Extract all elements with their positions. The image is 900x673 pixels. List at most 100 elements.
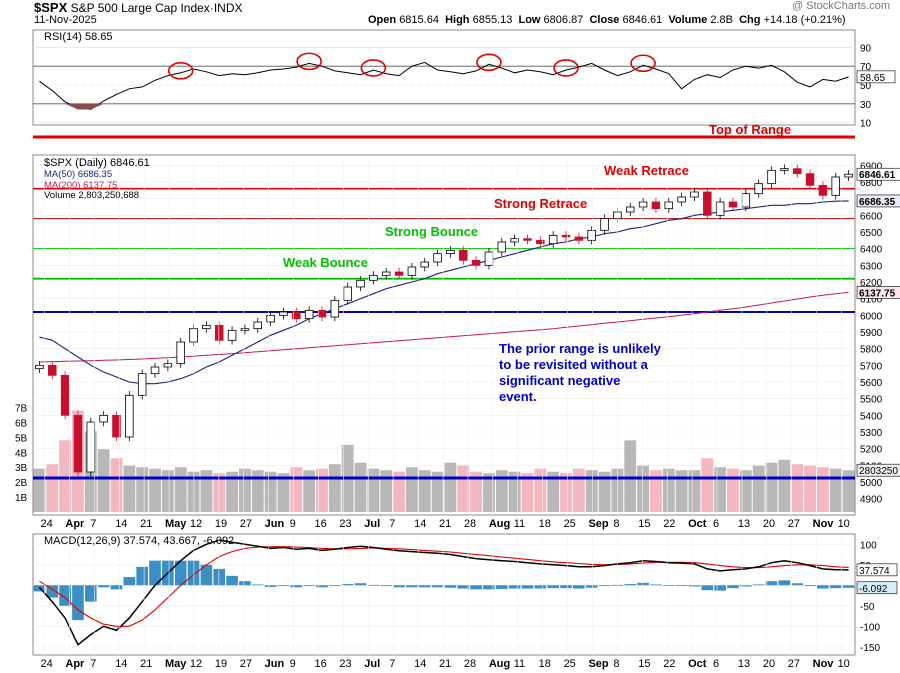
price-tick-label: 4900 [860,495,883,506]
date-axis-label: Jun [265,518,285,530]
volume-bar [33,468,46,512]
macd-histogram-bar [367,584,380,586]
volume-tick-label: 2B [15,478,28,489]
macd-histogram-bar [650,584,662,586]
rsi-value-tag-box [856,70,896,84]
candle-body [292,311,301,320]
macd-histogram-bar [406,585,418,588]
date-axis-label: Jul [364,658,380,670]
volume-bar [842,470,855,512]
volume-bar [560,473,572,512]
candle-body [741,193,751,208]
date-axis-label: Nov [813,658,835,670]
high-value: 6855.13 [472,14,513,26]
candle-body [484,251,494,266]
date-axis-label: 7 [389,518,395,530]
close-label: Close [589,14,620,26]
macd-histogram-bar [84,585,97,602]
volume-bar [46,464,59,512]
low-label: Low [518,14,541,26]
macd-histogram-bar [239,581,251,586]
date-axis-label: 10 [838,658,850,670]
volume-bar [264,471,277,512]
exchange: INDX [213,1,243,15]
volume-bar [791,464,804,512]
macd-histogram-bar [123,577,136,586]
price-legend-title: $SPX (Daily) 6846.61 [44,157,150,169]
date-axis-label: 18 [539,658,551,670]
candle-body [227,329,237,341]
date-axis-label: 13 [738,518,750,530]
volume-bar [251,470,264,512]
macd-histogram-bar [829,585,842,589]
candle-body [780,168,789,171]
ma200-value-tag: 6137.75 [859,288,896,299]
volume-bar [547,471,560,512]
date-axis-label: Jul [364,518,380,530]
macd-hist-tag: -6.092 [859,584,888,595]
volume-bar [393,471,405,512]
macd-histogram-bar [72,585,84,621]
volume-legend: Volume 2,803,250,688 [44,190,139,201]
macd-histogram-bar [778,580,791,586]
date-axis-label: 28 [464,658,476,670]
rsi-highlight-circle [553,59,579,77]
volume-bar [816,467,829,512]
date-axis-label: 16 [314,518,326,530]
volume-bar [470,471,483,512]
candle-body [831,176,840,196]
candle-body [767,169,776,185]
candle-body [728,201,738,208]
volume-bar [701,458,714,512]
candle-body [343,286,352,301]
macd-histogram-bar [418,585,431,588]
price-panel: 6900680067006600650064006300620061006000… [15,135,900,516]
date-axis-label: 21 [439,658,451,670]
annotation-strong-bounce: Strong Bounce [385,224,478,239]
macd-histogram-bar [97,585,110,588]
volume-bar [752,465,765,512]
macd-tick-label: -100 [860,622,880,633]
annotation-note-line-3: significant negative [499,373,620,388]
macd-histogram-bar [277,585,290,587]
volume-bar [136,467,149,512]
candle-body [137,373,147,396]
high-label: High [445,14,470,26]
macd-histogram-bar [495,585,508,589]
volume-bar [495,470,508,512]
volume-bar [316,468,328,512]
volume-bar [444,462,457,512]
candle-body [638,201,648,208]
date-axis-label: 20 [763,658,775,670]
volume-tick-label: 6B [15,418,28,429]
date-axis-label: 27 [240,518,252,530]
volume-bar [97,449,110,512]
volume-bar [650,470,662,512]
macd-histogram-bar [585,585,598,588]
price-frame [32,154,856,516]
macd-histogram-bar [624,584,637,586]
candle-body [446,249,455,255]
candle-body [369,274,378,281]
volume-bar [354,462,367,512]
candle-body [818,184,828,196]
volume-bar [290,467,303,512]
rsi-tick-label: 10 [860,119,872,130]
annotation-weak-retrace: Weak Retrace [604,163,689,178]
open-label: Open [368,14,397,26]
macd-value-tag: 37.574 [859,566,890,577]
annotation-weak-bounce: Weak Bounce [283,255,368,270]
macd-histogram-bar [200,564,213,586]
volume-bar [110,458,123,512]
annotation-note-line-2: to be revisited without a [499,357,649,372]
date-axis-label: 11 [514,518,525,530]
volume-bar [457,465,470,512]
volume-bar [174,467,187,512]
date-axis-label: May [165,658,187,670]
macd-histogram-bar [534,585,547,589]
macd-histogram-bar [149,560,161,586]
date-axis-label: 22 [663,518,675,530]
volume-bar [662,468,675,512]
candle-body [317,309,327,318]
rsi-highlight-circle [476,53,502,72]
